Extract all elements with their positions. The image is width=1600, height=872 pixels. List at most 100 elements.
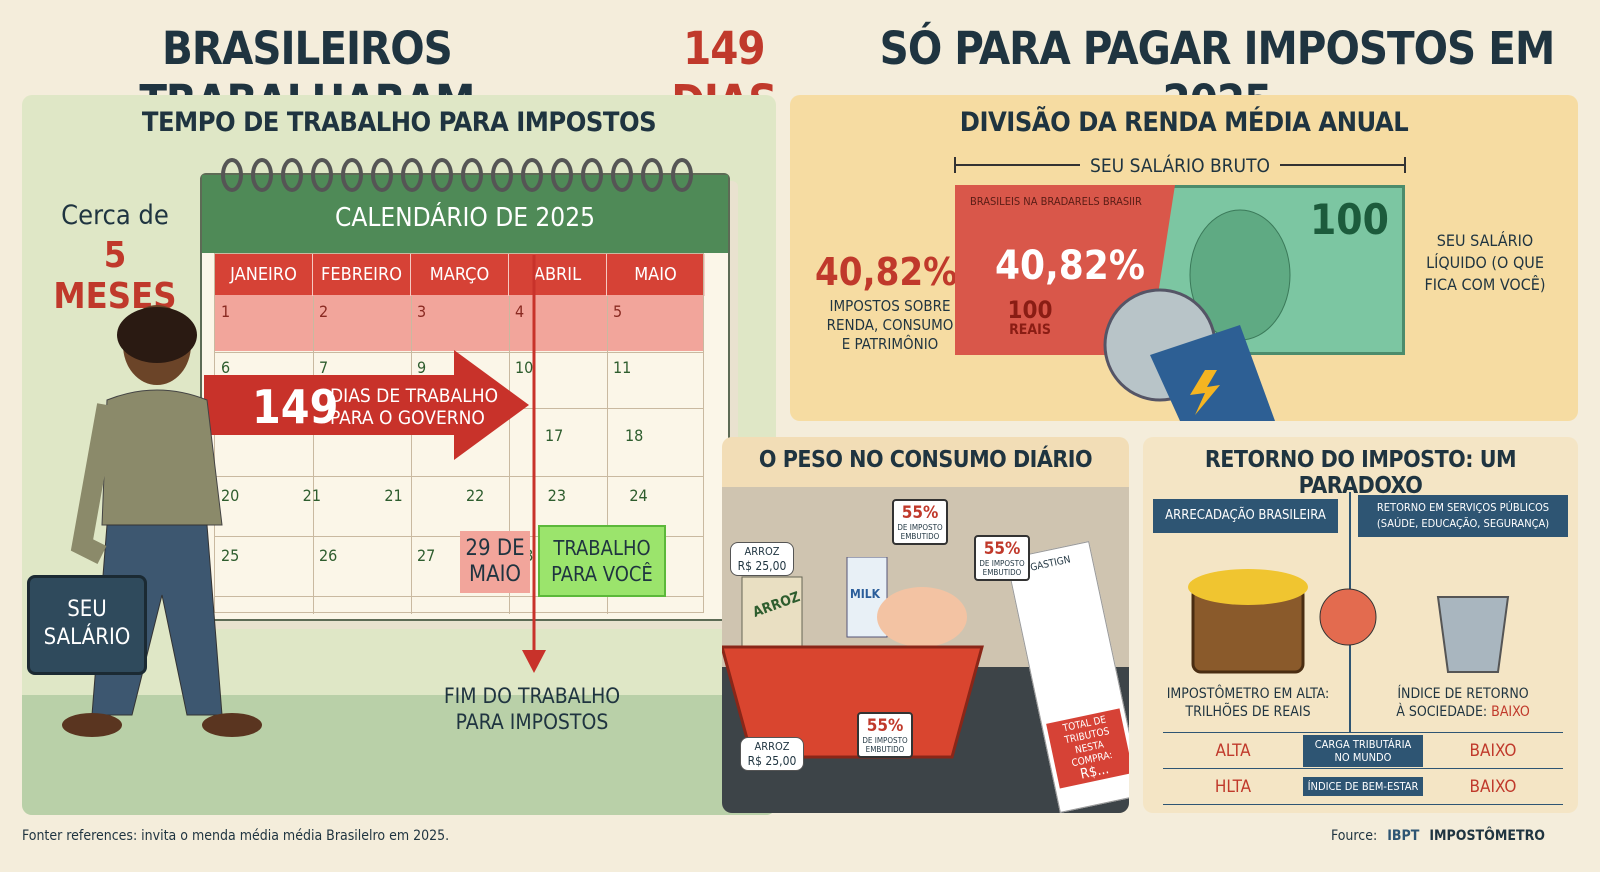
grid-line — [509, 296, 510, 614]
day-number: 27 — [417, 546, 436, 565]
row-value: ALTA — [1215, 740, 1251, 761]
table-row: ALTA CARGA TRIBUTÁRIA NO MUNDO BAIXO — [1163, 733, 1563, 769]
day-number: 5 — [613, 302, 623, 321]
row-label: ÍNDICE DE BEM-ESTAR — [1303, 777, 1423, 796]
price-text: ARROZ — [754, 740, 790, 753]
bolt — [1190, 370, 1220, 415]
day-number: 26 — [319, 546, 338, 565]
day-number: 3 — [417, 302, 427, 321]
line: (SAÚDE, EDUCAÇÃO, SEGURANÇA) — [1376, 517, 1550, 530]
grid-line — [607, 296, 608, 614]
hair — [117, 307, 197, 363]
price-text: R$ 25,00 — [737, 559, 787, 573]
price-tag: ARROZ R$ 25,00 — [730, 542, 794, 576]
ring — [431, 158, 453, 192]
rice-bag — [741, 576, 803, 658]
months-row — [214, 253, 704, 295]
month-label: MAIO — [607, 254, 705, 296]
day-number: 17 — [545, 426, 564, 445]
ring — [461, 158, 483, 192]
tag-percent: 55% — [866, 716, 904, 736]
day-number: 18 — [625, 426, 644, 445]
tag-text: EMBUTIDO — [982, 568, 1022, 577]
day-number: 1 — [221, 302, 231, 321]
price-tag: ARROZ R$ 25,00 — [740, 737, 804, 771]
day-number: 2 — [319, 302, 329, 321]
text: À SOCIEDADE: — [1396, 704, 1488, 720]
tax-tag: 55% DE IMPOSTO EMBUTIDO — [892, 499, 948, 545]
tax-desc: IMPOSTOS SOBRE RENDA, CONSUMO E PATRIMÔN… — [810, 297, 970, 354]
end-label: FIM DO TRABALHO PARA IMPOSTOS — [432, 683, 632, 735]
ring — [311, 158, 333, 192]
line: DIAS DE TRABALHO — [330, 385, 499, 407]
line: FIM DO TRABALHO — [443, 684, 621, 708]
tag-text: DE IMPOSTO — [862, 736, 908, 745]
line: IMPOSTÔMETRO EM ALTA: — [1166, 686, 1330, 702]
line: PARA VOCÊ — [551, 562, 653, 586]
bill-header: BRASILEIS NA BRADARELS BRASIIR — [970, 195, 1142, 208]
ring — [401, 158, 423, 192]
arrow — [204, 350, 529, 460]
day-number: 25 — [221, 546, 240, 565]
ring — [611, 158, 633, 192]
ring — [371, 158, 393, 192]
line: IMPOSTOS SOBRE — [829, 297, 951, 315]
ground — [22, 695, 776, 815]
bill-number: 100 — [1310, 195, 1389, 244]
line: 100 — [1007, 296, 1053, 324]
ring — [251, 158, 273, 192]
tag-text: EMBUTIDO — [900, 532, 940, 541]
line: RENDA, CONSUMO — [826, 316, 954, 334]
line: PARA O GOVERNO — [330, 407, 485, 429]
worker — [62, 305, 262, 737]
saw — [1103, 288, 1275, 421]
bucket — [1436, 596, 1510, 673]
net-label: SEU SALÁRIO LÍQUIDO (O QUE FICA COM VOCÊ… — [1405, 230, 1565, 296]
row-value: HLTA — [1214, 776, 1252, 797]
day-number: 21 — [384, 486, 403, 505]
ring — [521, 158, 543, 192]
price-text: ARROZ — [744, 545, 780, 558]
month-label: ABRIL — [509, 254, 607, 296]
panel-title: TEMPO DE TRABALHO PARA IMPOSTOS — [141, 107, 657, 138]
red-week — [214, 295, 704, 351]
tag-percent: 55% — [901, 503, 939, 523]
row-value: BAIXO — [1469, 740, 1517, 761]
chicken — [877, 587, 967, 647]
coins — [1188, 569, 1308, 605]
line: REAIS — [1009, 322, 1051, 338]
text: BAIXO — [1491, 704, 1530, 720]
source: IBPT — [1387, 828, 1420, 844]
return-panel: RETORNO DO IMPOSTO: UM PARADOXO ARRECADA… — [1143, 437, 1578, 813]
ring — [581, 158, 603, 192]
day-number: 11 — [613, 358, 632, 377]
line: SEU — [67, 597, 107, 622]
shoe — [202, 713, 262, 737]
callout-big: 5 MESES — [53, 235, 177, 317]
day-number: 6 — [221, 358, 231, 377]
briefcase: SEU SALÁRIO — [27, 575, 147, 675]
tax-tag: 55% DE IMPOSTO EMBUTIDO — [974, 535, 1030, 581]
receipt-total: TOTAL DE TRIBUTOS NESTA COMPRA: R$... — [1046, 708, 1129, 789]
income-panel: DIVISÃO DA RENDA MÉDIA ANUAL SEU SALÁRIO… — [790, 95, 1578, 421]
ring — [341, 158, 363, 192]
shoe — [62, 713, 122, 737]
day-number: 24 — [629, 486, 648, 505]
line: FICA COM VOCÊ) — [1424, 275, 1546, 294]
shirt — [101, 389, 223, 526]
arrow-number: 149 — [252, 380, 339, 434]
line: 29 DE — [465, 536, 525, 561]
milk-label: MILK — [850, 587, 881, 601]
consumption-panel: O PESO NO CONSUMO DIÁRIO ARROZ MILK GAST… — [722, 437, 1129, 813]
ring — [221, 158, 243, 192]
illustrations — [1188, 569, 1510, 674]
ring — [641, 158, 663, 192]
line: PARA IMPOSTOS — [455, 710, 609, 734]
end-arrow — [522, 255, 546, 673]
row-value: BAIXO — [1469, 776, 1517, 797]
end-date: 29 DE MAIO — [460, 531, 530, 593]
ring — [281, 158, 303, 192]
line: TRILHÕES DE REAIS — [1185, 704, 1311, 720]
line: ÍNDICE DE RETORNO — [1397, 686, 1529, 702]
